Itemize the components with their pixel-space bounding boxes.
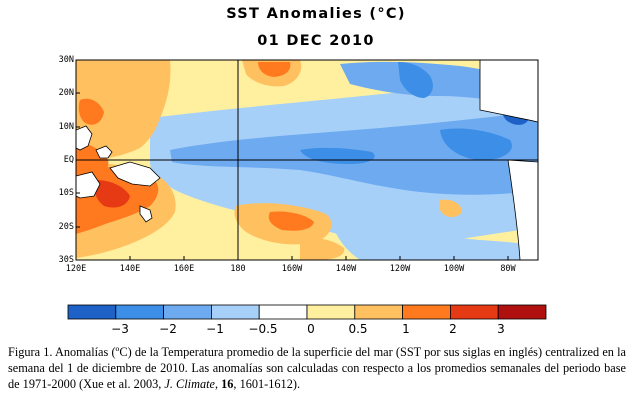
colorbar-label-1: 1: [402, 322, 410, 336]
lat-ticks: [76, 59, 80, 261]
lat-label-10n: 10N: [58, 122, 74, 132]
colorbar-label-neg3: −3: [111, 322, 129, 336]
caption-volume: 16: [221, 377, 234, 391]
field-warm-nw: [76, 60, 171, 162]
lat-label-30s: 30S: [58, 255, 74, 265]
lat-label-20n: 20N: [58, 88, 74, 98]
field-warm-north-core: [258, 62, 291, 77]
lon-label-80w: 80W: [500, 264, 516, 274]
lon-label-100w: 100W: [443, 264, 465, 274]
caption-text: Figura 1. Anomalías (ºC) de la Temperatu…: [8, 345, 626, 391]
colorbar-swatch: [115, 304, 165, 320]
lat-label-eq: EQ: [63, 155, 74, 165]
sst-anomaly-map: [67, 59, 547, 320]
field-warm-nw-patch: [78, 98, 104, 125]
field-warm-strong: [94, 180, 130, 208]
colorbar-swatch: [497, 304, 547, 320]
colorbar-swatch: [402, 304, 451, 320]
caption-sep2: , 1601-1612).: [233, 377, 301, 391]
field-warm-south-core: [268, 211, 314, 231]
lat-label-30n: 30N: [58, 55, 74, 65]
field-warm-south-bottom: [300, 237, 345, 260]
figure-caption: Figura 1. Anomalías (ºC) de la Temperatu…: [8, 344, 626, 392]
lon-label-120w: 120W: [389, 264, 411, 274]
field-cool-south: [330, 218, 538, 260]
colorbar-swatch: [210, 304, 260, 320]
colorbar-label-2: 2: [449, 322, 457, 336]
map-date: 01 DEC 2010: [257, 33, 375, 49]
colorbar-swatch: [354, 304, 403, 320]
lat-label-20s: 20S: [58, 222, 74, 232]
field-warm-east-spot: [440, 199, 462, 218]
lon-label-160w: 160W: [281, 264, 303, 274]
colorbar-label-0: 0: [307, 322, 315, 336]
caption-sep1: ,: [214, 377, 222, 391]
colorbar-swatch: [306, 304, 356, 320]
colorbar-swatch: [163, 304, 212, 320]
colorbar-swatch: [449, 304, 499, 320]
map-title: SST Anomalies (°C): [226, 6, 406, 22]
lon-label-140w: 140W: [335, 264, 357, 274]
colorbar-label-neg2: −2: [159, 322, 177, 336]
lon-label-120e: 120E: [65, 264, 87, 274]
lon-ticks: [75, 256, 509, 260]
caption-journal: J. Climate: [164, 377, 215, 391]
lon-label-180: 180: [230, 264, 246, 274]
colorbar: [67, 304, 547, 320]
colorbar-label-neg05: −0.5: [248, 322, 278, 336]
colorbar-label-neg1: −1: [206, 322, 224, 336]
colorbar-label-05: 0.5: [348, 322, 368, 336]
land-masses: [76, 60, 538, 260]
lat-label-10s: 10S: [58, 188, 74, 198]
field-cool-strong-a: [398, 62, 433, 98]
colorbar-swatch: [258, 304, 308, 320]
colorbar-label-3: 3: [497, 322, 505, 336]
field-cool-strong-c: [440, 128, 512, 161]
lon-label-140e: 140E: [119, 264, 141, 274]
lon-label-160e: 160E: [173, 264, 195, 274]
colorbar-swatch: [67, 304, 117, 320]
